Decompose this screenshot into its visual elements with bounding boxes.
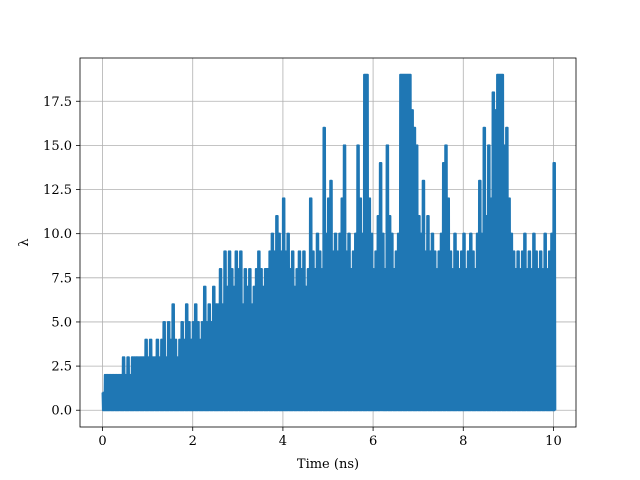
- y-tick-label: 2.5: [51, 360, 72, 375]
- y-tick-label: 5.0: [51, 315, 72, 330]
- x-tick-label: 4: [279, 434, 287, 449]
- x-tick-label: 10: [545, 434, 562, 449]
- y-tick-label: 12.5: [43, 183, 72, 198]
- ticks: 0 2 4 6 8 10 0.0 2.5 5.0 7.5 10.0 12.5 15.0 17.5: [43, 95, 562, 449]
- y-tick-label: 17.5: [43, 95, 72, 110]
- x-tick-label: 2: [189, 434, 197, 449]
- y-tick-label: 15.0: [43, 139, 72, 154]
- y-tick-label: 0.0: [51, 404, 72, 419]
- y-tick-label: 7.5: [51, 271, 72, 286]
- series-line-0: [101, 73, 557, 412]
- y-axis-label: λ: [17, 238, 32, 246]
- x-tick-label: 0: [98, 434, 106, 449]
- axes-frame: [79, 57, 577, 428]
- y-tick-label: 10.0: [43, 227, 72, 242]
- series-layer: [101, 73, 557, 412]
- x-tick-label: 8: [459, 434, 467, 449]
- x-tick-label: 6: [369, 434, 377, 449]
- x-axis-label: Time (ns): [297, 457, 359, 472]
